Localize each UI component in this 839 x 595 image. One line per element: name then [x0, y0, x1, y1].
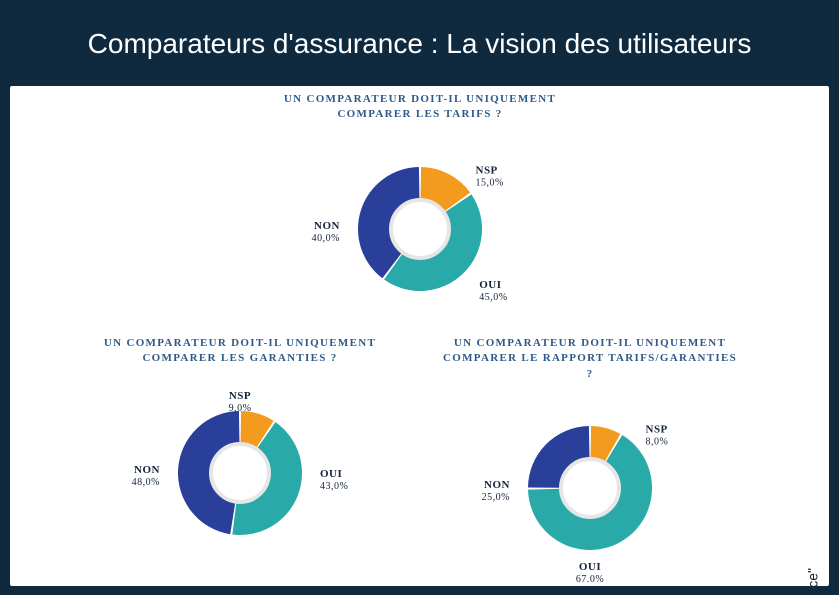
- label-tarifs-nsp: NSP: [476, 164, 498, 176]
- donut-hole-garanties: [211, 444, 269, 502]
- label-pct-tarifs-non: 40,0%: [312, 233, 340, 244]
- donut-hole-tarifs: [391, 200, 449, 258]
- label-tarifs-oui: OUI: [479, 279, 501, 291]
- chart-title-garanties: UN COMPARATEUR DOIT-IL UNIQUEMENTCOMPARE…: [90, 336, 390, 367]
- label-pct-tarifs-oui: 45,0%: [479, 292, 507, 303]
- label-garanties-non: NON: [134, 464, 160, 476]
- label-pct-garanties-oui: 43,0%: [320, 481, 348, 492]
- label-rapport-nsp: NSP: [646, 424, 668, 436]
- chart-rapport: UN COMPARATEUR DOIT-IL UNIQUEMENTCOMPARE…: [440, 336, 740, 582]
- label-garanties-nsp: NSP: [229, 390, 251, 402]
- label-pct-rapport-oui: 67,0%: [576, 574, 604, 582]
- chart-title-rapport: UN COMPARATEUR DOIT-IL UNIQUEMENTCOMPARE…: [440, 336, 740, 382]
- label-tarifs-non: NON: [314, 220, 340, 232]
- donut-garanties: OUI43,0% NON48,0% NSP9,0%: [90, 367, 390, 567]
- label-pct-garanties-nsp: 9,0%: [229, 403, 252, 414]
- label-pct-rapport-non: 25,0%: [482, 492, 510, 503]
- label-rapport-oui: OUI: [579, 561, 601, 573]
- chart-title-tarifs: UN COMPARATEUR DOIT-IL UNIQUEMENTCOMPARE…: [270, 92, 570, 123]
- label-pct-garanties-non: 48,0%: [132, 477, 160, 488]
- donut-hole-rapport: [561, 459, 619, 517]
- title-bar: Comparateurs d'assurance : La vision des…: [10, 10, 829, 86]
- label-pct-tarifs-nsp: 15,0%: [476, 177, 504, 188]
- content-area: UN COMPARATEUR DOIT-IL UNIQUEMENTCOMPARE…: [10, 86, 829, 586]
- page-title: Comparateurs d'assurance : La vision des…: [10, 28, 829, 60]
- donut-rapport: OUI67,0% NON25,0% NSP8,0%: [440, 382, 740, 582]
- label-garanties-oui: OUI: [320, 468, 342, 480]
- donut-tarifs: OUI45,0% NON40,0% NSP15,0%: [270, 123, 570, 323]
- label-pct-rapport-nsp: 8,0%: [646, 437, 669, 448]
- chart-tarifs: UN COMPARATEUR DOIT-IL UNIQUEMENTCOMPARE…: [270, 92, 570, 323]
- label-rapport-non: NON: [484, 479, 510, 491]
- slide-frame: Comparateurs d'assurance : La vision des…: [0, 0, 839, 595]
- chart-garanties: UN COMPARATEUR DOIT-IL UNIQUEMENTCOMPARE…: [90, 336, 390, 567]
- source-caption: "Les brèves de l'Assurance": [805, 568, 821, 586]
